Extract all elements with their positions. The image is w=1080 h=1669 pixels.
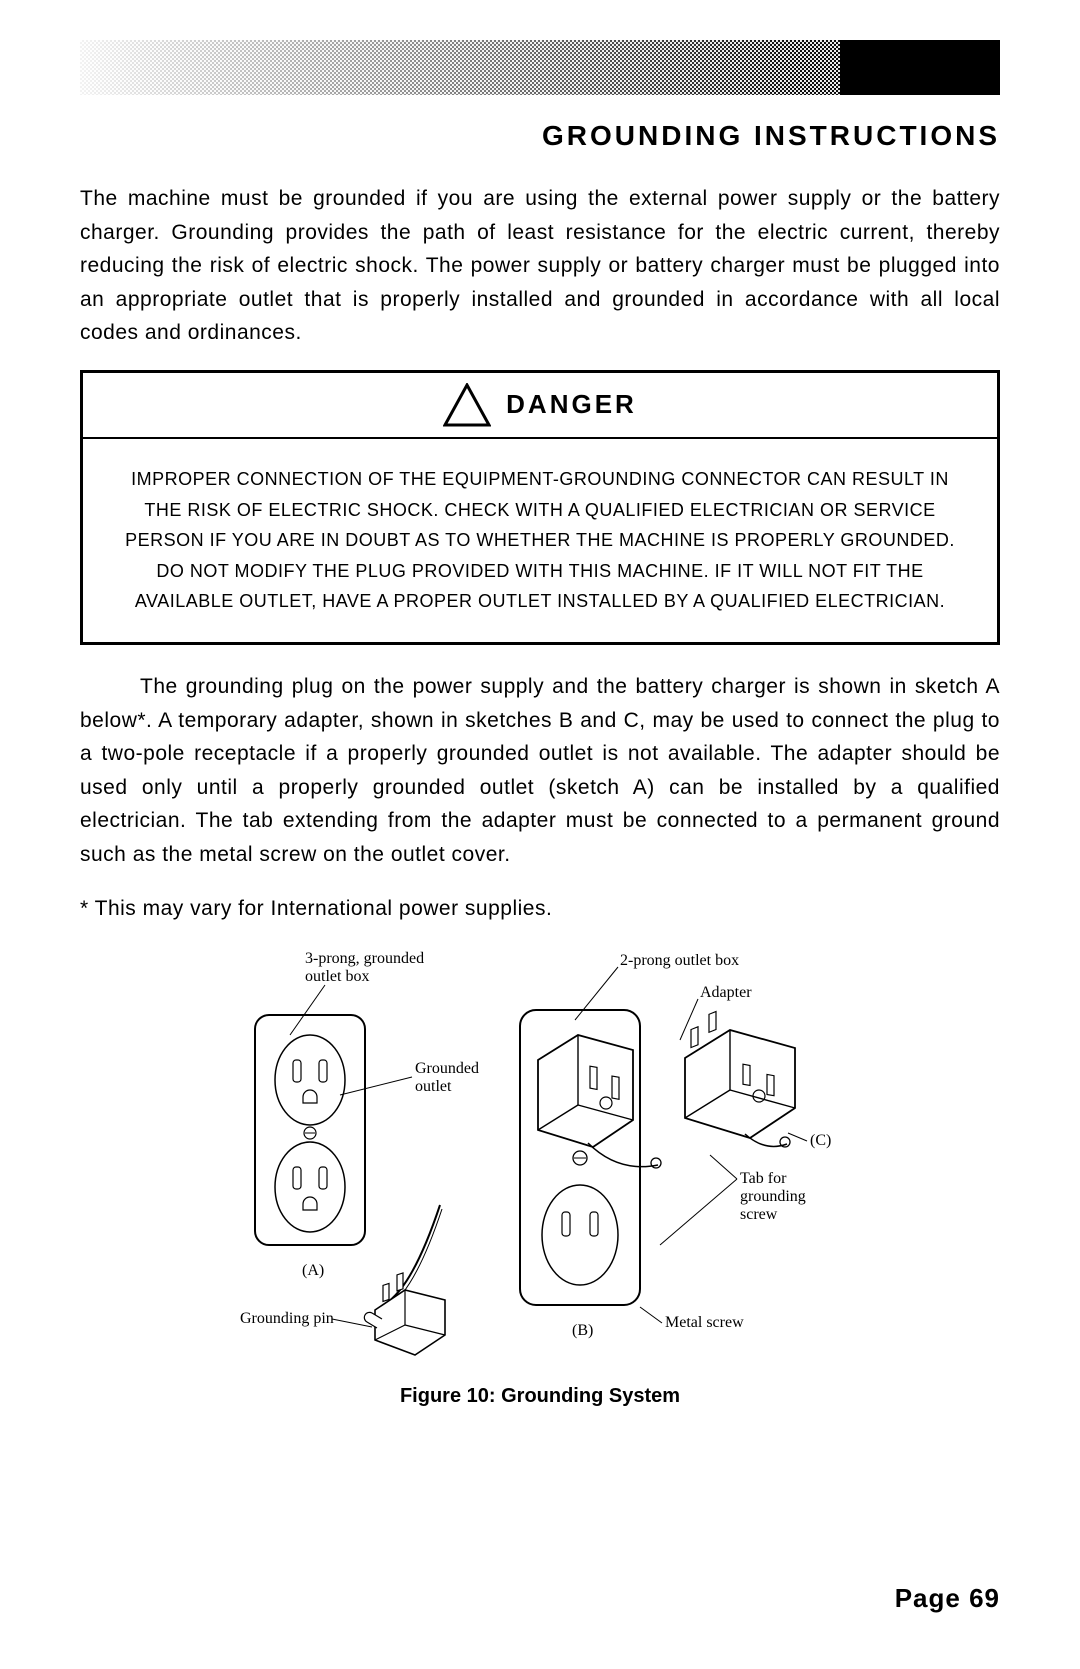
danger-body-text: IMPROPER CONNECTION OF THE EQUIPMENT-GRO… bbox=[83, 439, 997, 642]
label-3prong: 3-prong, groundedoutlet box bbox=[305, 950, 424, 985]
decorative-noise-bar bbox=[80, 40, 1000, 95]
outlet-a-sketch bbox=[255, 1015, 365, 1245]
footnote: * This may vary for International power … bbox=[80, 892, 1000, 926]
label-c: (C) bbox=[810, 1132, 831, 1149]
second-paragraph: The grounding plug on the power supply a… bbox=[80, 670, 1000, 872]
label-adapter: Adapter bbox=[700, 984, 752, 1001]
label-grounded-outlet: Groundedoutlet bbox=[415, 1060, 479, 1095]
page-number: Page 69 bbox=[895, 1583, 1000, 1614]
section-title: GROUNDING INSTRUCTIONS bbox=[80, 120, 1000, 152]
outlet-b-sketch bbox=[520, 1010, 661, 1305]
figure-caption: Figure 10: Grounding System bbox=[80, 1385, 1000, 1408]
label-2prong: 2-prong outlet box bbox=[620, 952, 739, 969]
danger-box: DANGER IMPROPER CONNECTION OF THE EQUIPM… bbox=[80, 370, 1000, 645]
label-b: (B) bbox=[572, 1322, 593, 1339]
danger-label: DANGER bbox=[506, 389, 637, 420]
plug-sketch bbox=[364, 1205, 445, 1355]
label-metal-screw: Metal screw bbox=[665, 1314, 744, 1331]
warning-triangle-icon bbox=[443, 383, 491, 427]
label-tab: Tab forgroundingscrew bbox=[740, 1170, 806, 1223]
label-a: (A) bbox=[302, 1262, 324, 1279]
danger-header: DANGER bbox=[83, 373, 997, 439]
intro-paragraph: The machine must be grounded if you are … bbox=[80, 182, 1000, 350]
label-grounding-pin: Grounding pin bbox=[240, 1310, 334, 1327]
figure-grounding-system: 3-prong, groundedoutlet box Groundedoutl… bbox=[80, 945, 1000, 1375]
adapter-c-sketch bbox=[685, 1012, 795, 1148]
